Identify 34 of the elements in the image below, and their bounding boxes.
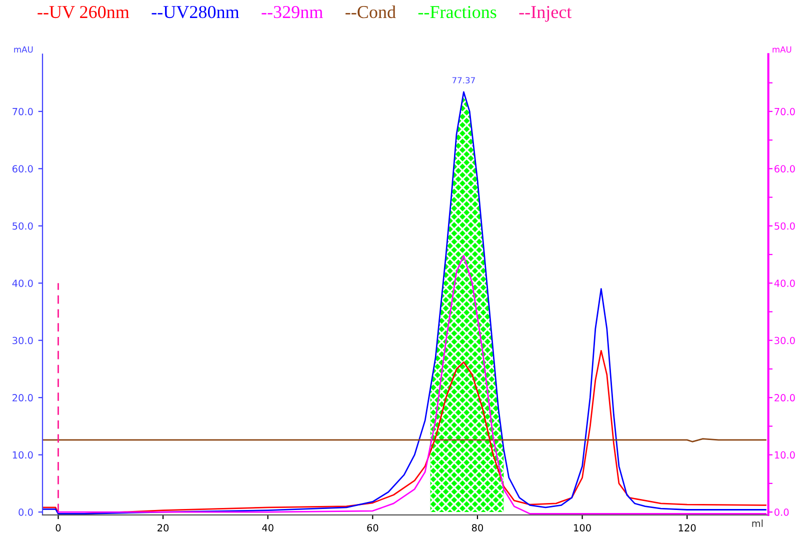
text: --Cond: [346, 5, 396, 18]
y-tick-label: 70.0: [12, 108, 33, 116]
y-tick-label: 60.0: [12, 165, 33, 172]
text: --Inject: [519, 6, 572, 22]
y2-tick-label: 20.0: [774, 394, 795, 402]
y-tick-label: 30.0: [12, 336, 33, 344]
x-tick-label: 120: [678, 524, 696, 532]
y-tick-label: 0.0: [18, 508, 33, 516]
y-tick-label: 40.0: [12, 280, 33, 287]
text: --Fractions: [418, 6, 496, 18]
y2-tick-label: 70.0: [774, 108, 795, 116]
text: --329nm: [262, 6, 323, 18]
x-tick-label: 100: [574, 524, 591, 532]
y-axis-title: mAU: [14, 46, 33, 53]
annotation: 77.37: [452, 77, 475, 84]
x-tick-label: 20: [158, 524, 169, 532]
y2-tick-label: 10.0: [774, 451, 795, 459]
y-tick-label: 20.0: [12, 394, 33, 402]
line-series: [42, 350, 766, 514]
y-tick-label: 10.0: [12, 451, 33, 459]
y-tick-label: 50.0: [12, 222, 33, 230]
x-axis-title: ml: [752, 520, 763, 527]
y2-tick-label: 60.0: [774, 165, 795, 172]
x-tick-label: 60: [367, 524, 378, 532]
x-tick-label: 40: [262, 524, 274, 532]
x-tick-label: 80: [472, 524, 484, 532]
y2-tick-label: 0.0: [774, 508, 789, 516]
x-tick-label: 0: [56, 524, 61, 532]
y2-tick-label: 30.0: [774, 336, 795, 344]
text: --UV 260nm: [38, 6, 130, 18]
y2-tick-label: 40.0: [774, 280, 795, 287]
y2-axis-title: mAU: [772, 46, 792, 53]
y2-tick-label: 50.0: [774, 222, 795, 230]
text: --UV280nm: [152, 6, 240, 18]
